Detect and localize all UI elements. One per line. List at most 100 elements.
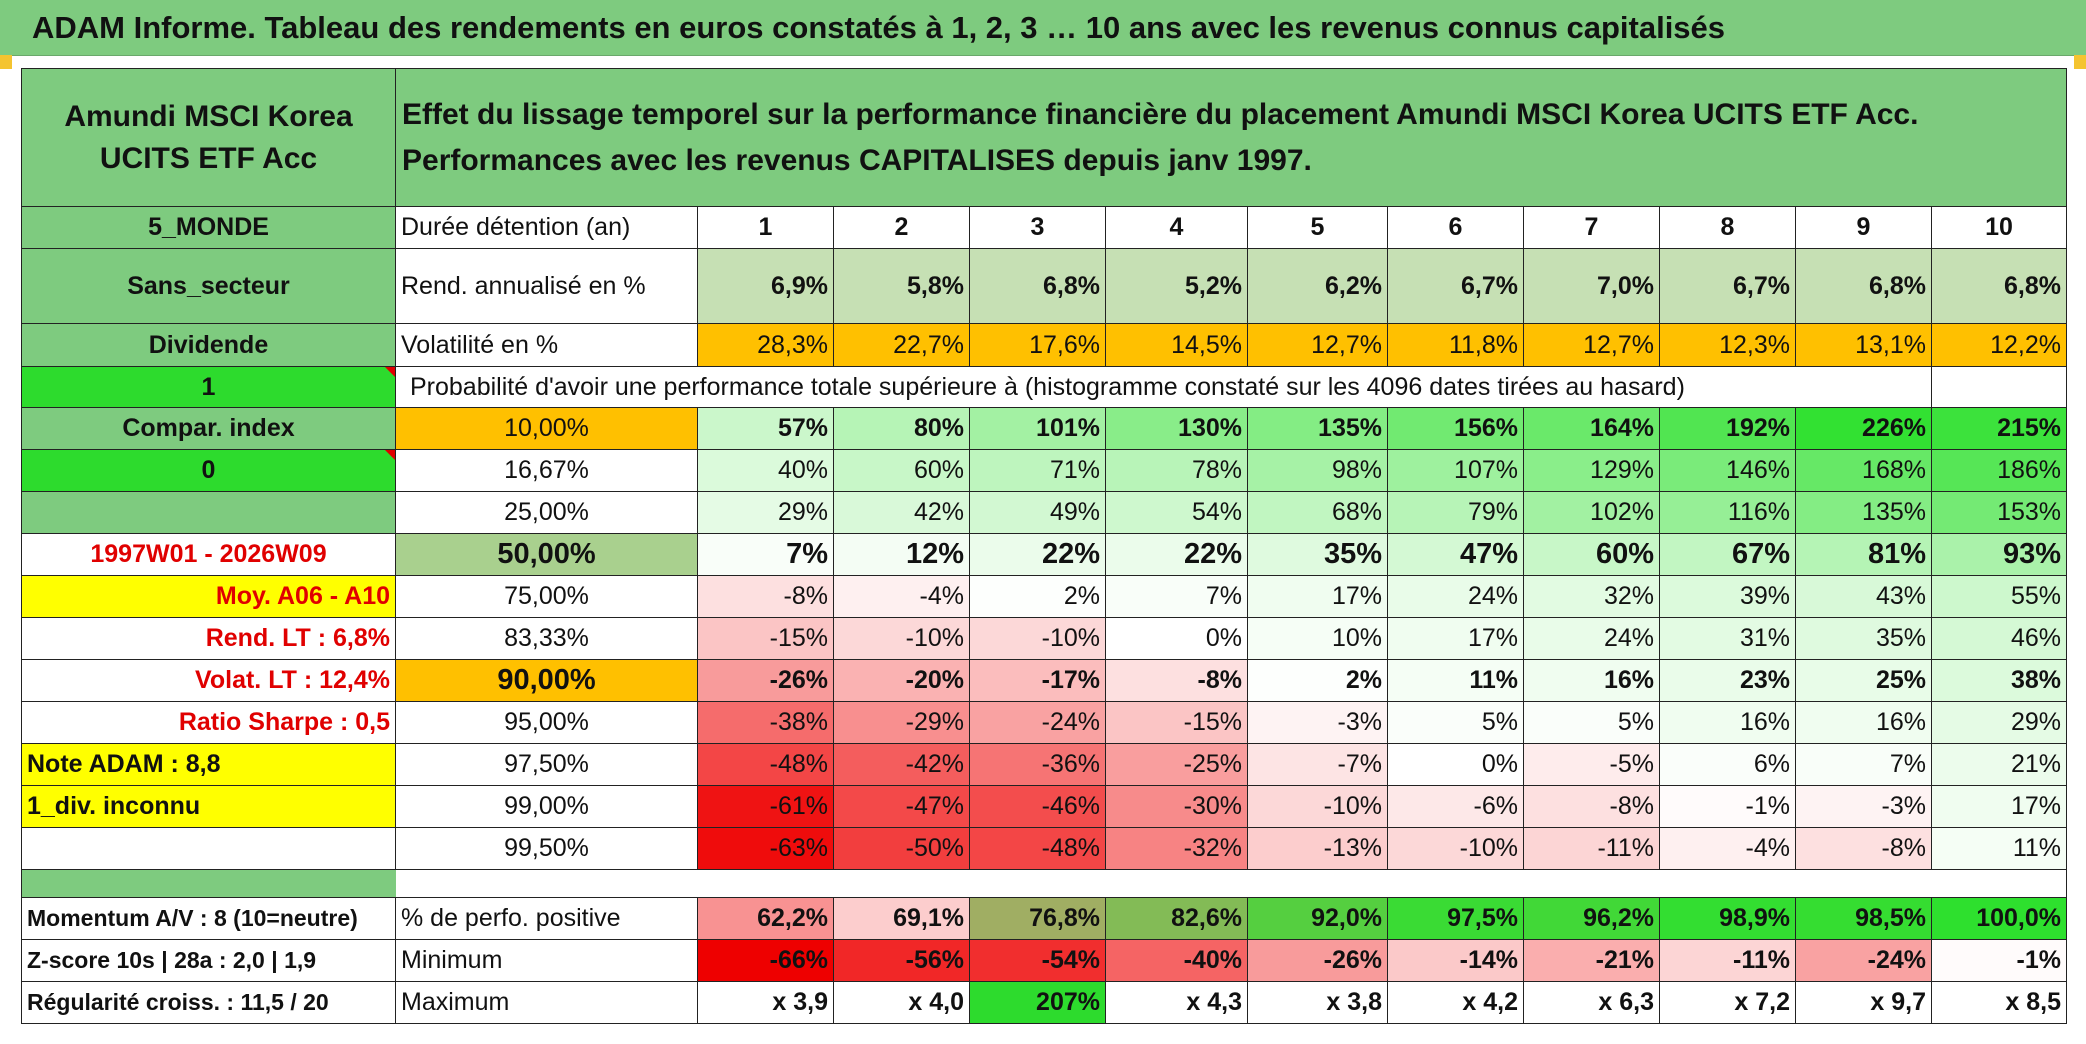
probability-value-cell: 25%: [1795, 659, 1932, 702]
probability-value-cell: 80%: [833, 407, 970, 450]
probability-value-cell: 68%: [1247, 491, 1388, 534]
volatility-cell: 28,3%: [697, 323, 834, 367]
rend-cell: 5,2%: [1105, 248, 1248, 324]
probability-value-cell: -20%: [833, 659, 970, 702]
minimum-cell: -26%: [1247, 939, 1388, 982]
maximum-cell: x 7,2: [1659, 981, 1796, 1024]
probability-value-cell: 98%: [1247, 449, 1388, 492]
probability-value-cell: 39%: [1659, 575, 1796, 618]
probability-value-cell: -47%: [833, 785, 970, 828]
probability-value-cell: 135%: [1795, 491, 1932, 534]
probability-threshold: 25,00%: [395, 491, 698, 534]
probability-value-cell: 46%: [1930, 617, 2068, 660]
maximum-cell: x 4,0: [833, 981, 970, 1024]
probability-value-cell: 17%: [1247, 575, 1388, 618]
probability-value-cell: -10%: [1387, 827, 1524, 870]
dividend-info-label: 1_div. inconnu: [21, 785, 396, 828]
year-header: 4: [1105, 206, 1248, 249]
probability-value-cell: -11%: [1523, 827, 1660, 870]
perfpos-cell: 96,2%: [1523, 897, 1660, 940]
probability-value-cell: -46%: [969, 785, 1106, 828]
performance-table: Amundi MSCI Korea UCITS ETF Acc Effet du…: [21, 68, 2068, 1024]
corner-marker-icon: [0, 55, 12, 69]
volatility-cell: 14,5%: [1105, 323, 1248, 367]
probability-value-cell: 81%: [1795, 533, 1932, 576]
momentum-label: Momentum A/V : 8 (10=neutre): [21, 897, 396, 940]
probability-value-cell: -8%: [1795, 827, 1932, 870]
probability-value-cell: 7%: [1105, 575, 1248, 618]
volatility-cell: 22,7%: [833, 323, 970, 367]
probability-value-cell: 22%: [1105, 533, 1248, 576]
period-label: 1997W01 - 2026W09: [21, 533, 396, 576]
probability-value-cell: -61%: [697, 785, 834, 828]
zscore-label: Z-score 10s | 28a : 2,0 | 1,9: [21, 939, 396, 982]
secteur-label: Sans_secteur: [21, 248, 396, 324]
probability-value-cell: -42%: [833, 743, 970, 786]
year-header: 1: [697, 206, 834, 249]
year-header: 9: [1795, 206, 1932, 249]
minimum-cell: -40%: [1105, 939, 1248, 982]
maximum-cell: x 3,8: [1247, 981, 1388, 1024]
rend-cell: 6,8%: [1930, 248, 2068, 324]
probability-value-cell: -8%: [697, 575, 834, 618]
probability-value-cell: -1%: [1659, 785, 1796, 828]
probability-value-cell: -48%: [969, 827, 1106, 870]
probability-value-cell: -17%: [969, 659, 1106, 702]
year-header: 10: [1930, 206, 2068, 249]
probability-value-cell: 6%: [1659, 743, 1796, 786]
probability-value-cell: 146%: [1659, 449, 1796, 492]
probability-value-cell: 24%: [1387, 575, 1524, 618]
probability-value-cell: 40%: [697, 449, 834, 492]
probability-value-cell: -26%: [697, 659, 834, 702]
probability-value-cell: 29%: [1930, 701, 2068, 744]
title-bar: ADAM Informe. Tableau des rendements en …: [0, 0, 2086, 56]
probability-value-cell: -6%: [1387, 785, 1524, 828]
rend-cell: 6,7%: [1387, 248, 1524, 324]
probability-value-cell: 79%: [1387, 491, 1524, 534]
probability-value-cell: -36%: [969, 743, 1106, 786]
probability-value-cell: 43%: [1795, 575, 1932, 618]
volatility-cell: 12,7%: [1247, 323, 1388, 367]
probability-value-cell: -10%: [1247, 785, 1388, 828]
probability-value-cell: 215%: [1930, 407, 2068, 450]
probability-value-cell: 7%: [1795, 743, 1932, 786]
probability-value-cell: 116%: [1659, 491, 1796, 534]
minimum-cell: -54%: [969, 939, 1106, 982]
minimum-cell: -24%: [1795, 939, 1932, 982]
probability-value-cell: 35%: [1795, 617, 1932, 660]
minimum-cell: -11%: [1659, 939, 1796, 982]
minimum-cell: -14%: [1387, 939, 1524, 982]
probability-value-cell: -4%: [1659, 827, 1796, 870]
probability-value-cell: -32%: [1105, 827, 1248, 870]
probability-value-cell: 101%: [969, 407, 1106, 450]
maximum-cell: 207%: [969, 981, 1106, 1024]
duree-label: Durée détention (an): [395, 206, 698, 249]
probability-value-cell: -4%: [833, 575, 970, 618]
probability-value-cell: 192%: [1659, 407, 1796, 450]
rend-cell: 6,7%: [1659, 248, 1796, 324]
regularite-label: Régularité croiss. : 11,5 / 20: [21, 981, 396, 1024]
probability-value-cell: 57%: [697, 407, 834, 450]
probability-value-cell: 0%: [1387, 743, 1524, 786]
probability-value-cell: -48%: [697, 743, 834, 786]
probability-value-cell: 71%: [969, 449, 1106, 492]
probability-threshold: 99,50%: [395, 827, 698, 870]
probability-value-cell: 17%: [1387, 617, 1524, 660]
probability-value-cell: 60%: [833, 449, 970, 492]
probability-value-cell: -8%: [1523, 785, 1660, 828]
probability-value-cell: 23%: [1659, 659, 1796, 702]
probability-threshold: 10,00%: [395, 407, 698, 450]
probability-value-cell: 186%: [1930, 449, 2068, 492]
probability-value-cell: -63%: [697, 827, 834, 870]
rend-cell: 7,0%: [1523, 248, 1660, 324]
probability-value-cell: -29%: [833, 701, 970, 744]
volatility-cell: 12,3%: [1659, 323, 1796, 367]
probability-value-cell: 24%: [1523, 617, 1660, 660]
probability-value-cell: 16%: [1659, 701, 1796, 744]
probability-value-cell: 42%: [833, 491, 970, 534]
perfpos-cell: 92,0%: [1247, 897, 1388, 940]
probability-value-cell: -38%: [697, 701, 834, 744]
probability-threshold: 83,33%: [395, 617, 698, 660]
year-header: 5: [1247, 206, 1388, 249]
report-title: ADAM Informe. Tableau des rendements en …: [32, 10, 1726, 45]
